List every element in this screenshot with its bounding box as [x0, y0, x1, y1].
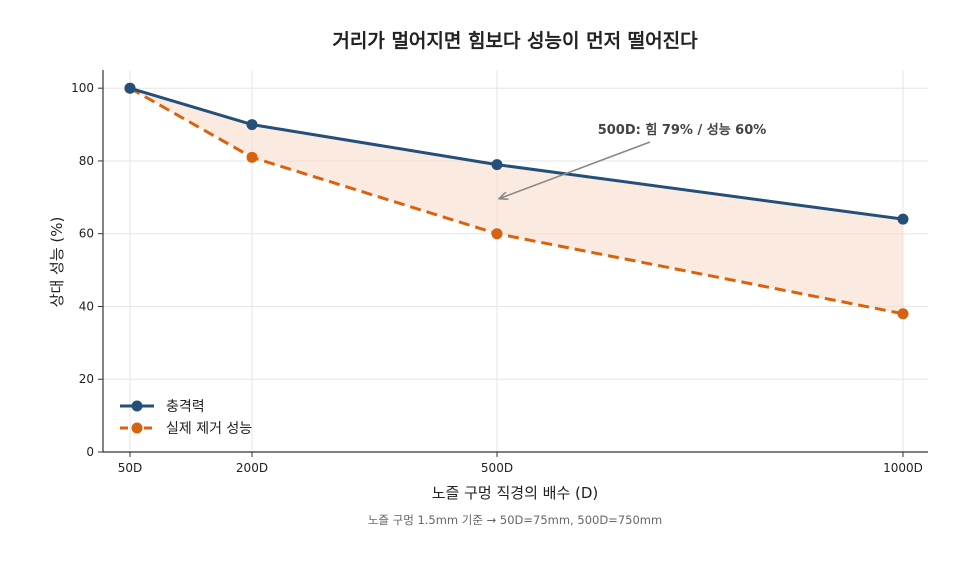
y-tick-label: 60 — [79, 227, 94, 241]
y-tick-label: 40 — [79, 299, 94, 313]
legend-label: 충격력 — [166, 399, 205, 415]
y-tick-label: 0 — [86, 445, 94, 459]
fill-between-area — [130, 88, 903, 314]
x-tick-label: 1000D — [883, 461, 923, 475]
y-tick-label: 100 — [71, 81, 94, 95]
legend-label: 실제 제거 성능 — [166, 421, 252, 437]
tick-labels: 0 20 40 60 80 100 50D 200D 500D 1000D — [71, 81, 923, 475]
legend-swatch-marker — [131, 422, 143, 434]
x-axis-label: 노즐 구멍 직경의 배수 (D) — [432, 484, 599, 502]
series-0-point — [897, 213, 909, 225]
annotation-arrow — [500, 141, 651, 198]
y-tick-label: 80 — [79, 154, 94, 168]
axes — [98, 70, 928, 457]
series-line-0 — [129, 86, 904, 221]
x-tick-label: 500D — [481, 461, 513, 475]
chart-title: 거리가 멀어지면 힘보다 성능이 먼저 떨어진다 — [332, 30, 698, 52]
series-0-point — [491, 159, 503, 171]
x-tick-label: 50D — [118, 461, 143, 475]
grid — [103, 70, 928, 453]
series-line-1 — [129, 86, 904, 316]
series-layer — [124, 82, 909, 320]
series-1-point — [246, 151, 258, 163]
series-1-point — [897, 308, 909, 320]
series-0-point — [124, 82, 136, 94]
footnote: 노즐 구멍 1.5mm 기준 → 50D=75mm, 500D=750mm — [368, 513, 662, 527]
series-1-point — [491, 228, 503, 240]
y-axis-label: 상대 성능 (%) — [48, 217, 66, 308]
x-tick-label: 200D — [236, 461, 268, 475]
annotation-label: 500D: 힘 79% / 성능 60% — [598, 122, 767, 138]
series-0-point — [246, 119, 258, 131]
legend-swatch-marker — [131, 400, 143, 412]
y-tick-label: 20 — [79, 372, 94, 386]
